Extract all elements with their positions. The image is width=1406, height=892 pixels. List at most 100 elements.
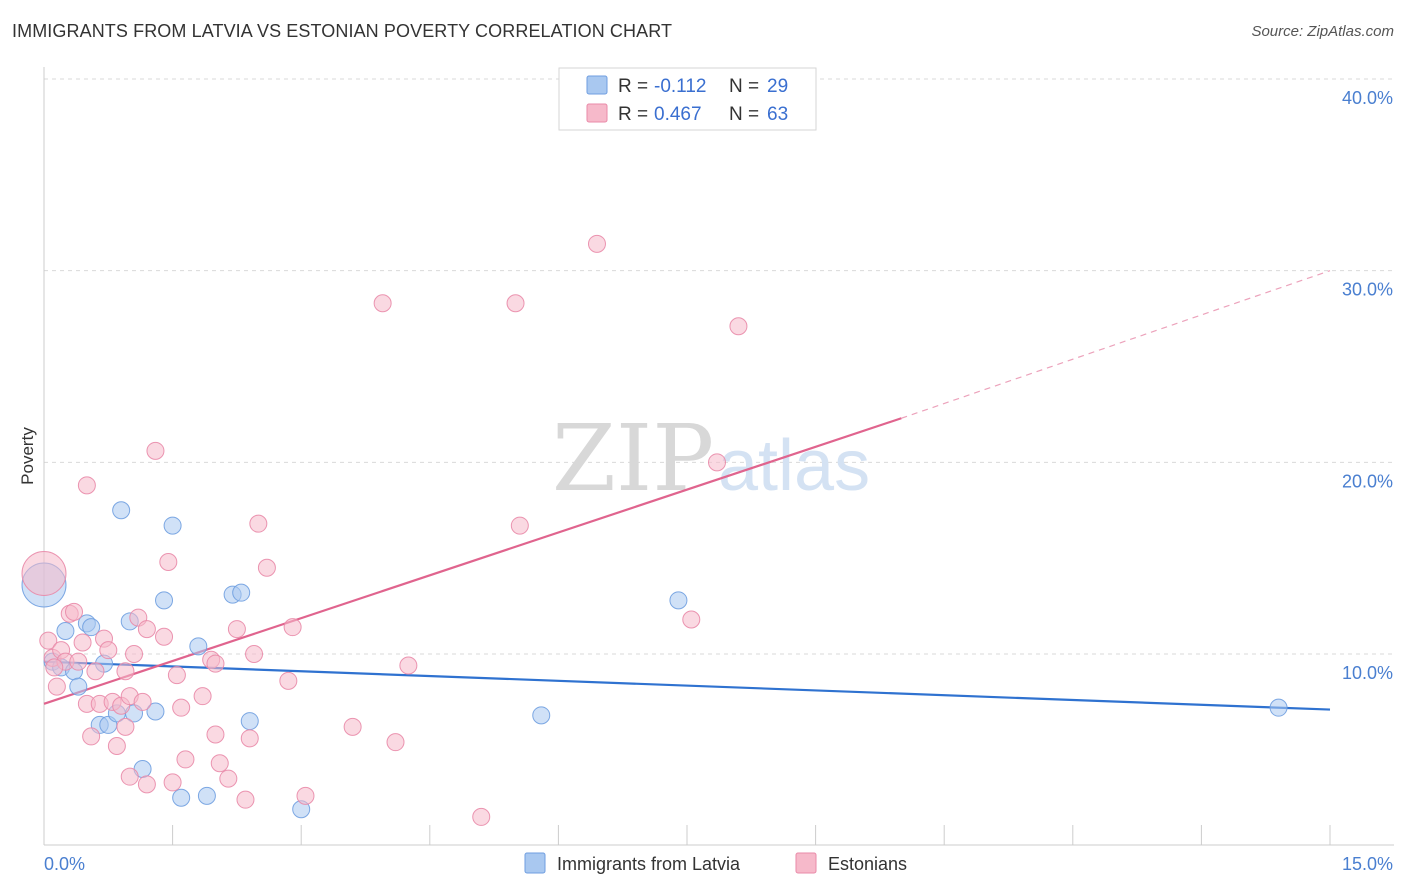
point-estonia-18 <box>107 737 126 755</box>
chart-title: IMMIGRANTS FROM LATVIA VS ESTONIAN POVER… <box>12 21 673 41</box>
point-estonia-35 <box>176 750 195 769</box>
point-estonia-26 <box>133 692 152 711</box>
trend-lines <box>43 270 1331 711</box>
point-estonia-39 <box>206 725 225 744</box>
point-estonia-24 <box>125 645 144 663</box>
watermark: ZIP atlas <box>552 405 870 512</box>
point-latvia-24 <box>240 712 259 731</box>
point-estonia-0 <box>21 551 67 596</box>
y-tick-label-2: 30.0% <box>1342 280 1393 300</box>
point-estonia-55 <box>472 807 491 826</box>
bottom-legend-label-estonia: Estonians <box>828 854 907 874</box>
point-latvia-17 <box>155 591 174 610</box>
point-estonia-48 <box>279 671 298 690</box>
point-estonia-50 <box>296 786 315 805</box>
x-tick-label-max: 15.0% <box>1342 854 1393 874</box>
point-latvia-3 <box>56 622 75 640</box>
point-estonia-57 <box>510 516 529 535</box>
legend-n-label-estonia: N = <box>729 104 759 125</box>
point-estonia-38 <box>206 654 225 673</box>
point-estonia-16 <box>99 641 118 660</box>
point-latvia-16 <box>146 702 165 721</box>
legend-r-label-latvia: R = <box>618 76 648 97</box>
point-estonia-8 <box>69 652 88 671</box>
bottom-legend-swatch-estonia <box>795 852 817 874</box>
point-estonia-45 <box>245 645 264 663</box>
point-estonia-44 <box>240 729 259 748</box>
x-tick-label-min: 0.0% <box>44 854 85 874</box>
y-tick-label-0: 10.0% <box>1342 663 1393 683</box>
point-estonia-30 <box>155 627 174 646</box>
legend-r-label-estonia: R = <box>618 104 648 125</box>
point-estonia-62 <box>45 658 64 677</box>
point-estonia-34 <box>172 698 191 717</box>
point-estonia-41 <box>219 769 238 788</box>
point-estonia-53 <box>386 733 405 752</box>
bottom-legend-label-latvia: Immigrants from Latvia <box>557 854 741 874</box>
point-latvia-20 <box>189 637 208 656</box>
watermark-atlas: atlas <box>718 426 870 506</box>
point-estonia-7 <box>65 602 84 621</box>
legend-r-value-estonia: 0.467 <box>654 104 702 125</box>
point-estonia-43 <box>236 790 255 809</box>
point-latvia-26 <box>532 706 551 725</box>
point-estonia-28 <box>137 620 156 639</box>
point-estonia-51 <box>343 717 362 736</box>
legend-swatch-latvia <box>586 75 608 95</box>
point-estonia-59 <box>682 610 701 629</box>
point-estonia-52 <box>373 294 392 313</box>
point-estonia-58 <box>587 234 606 253</box>
legend-n-value-latvia: 29 <box>767 76 788 97</box>
trend-line-estonia <box>43 417 902 705</box>
point-latvia-12 <box>112 501 131 520</box>
bottom-legend-swatch-latvia <box>524 852 546 874</box>
trend-line-latvia <box>43 660 1331 711</box>
point-estonia-23 <box>120 767 139 786</box>
point-estonia-27 <box>137 775 156 794</box>
point-latvia-28 <box>1269 698 1288 717</box>
point-estonia-13 <box>86 662 105 681</box>
legend-r-value-latvia: -0.112 <box>654 76 706 97</box>
point-estonia-20 <box>116 662 135 681</box>
point-estonia-46 <box>249 514 268 533</box>
point-latvia-27 <box>669 591 688 610</box>
point-estonia-12 <box>82 727 101 746</box>
y-tick-label-1: 20.0% <box>1342 471 1393 491</box>
point-latvia-5 <box>69 677 88 696</box>
point-estonia-47 <box>257 558 276 577</box>
point-estonia-33 <box>167 666 186 685</box>
legend-n-label-latvia: N = <box>729 76 759 97</box>
source-credit: Source: ZipAtlas.com <box>1251 23 1394 40</box>
point-estonia-11 <box>77 476 96 495</box>
point-estonia-3 <box>47 677 66 696</box>
point-estonia-31 <box>159 553 178 571</box>
legend-n-value-estonia: 63 <box>767 104 788 125</box>
y-tick-label-3: 40.0% <box>1342 88 1393 108</box>
point-latvia-19 <box>172 788 191 807</box>
point-estonia-56 <box>506 294 525 313</box>
axes <box>43 67 1394 846</box>
y-tick-labels: 10.0% 20.0% 30.0% 40.0% <box>1342 88 1393 683</box>
point-estonia-1 <box>39 631 58 650</box>
legend-swatch-estonia <box>586 103 608 123</box>
gridlines <box>44 78 1394 655</box>
point-estonia-49 <box>283 618 302 637</box>
legend: R = -0.112 N = 29 R = 0.467 N = 63 <box>558 67 817 131</box>
watermark-zip: ZIP <box>552 405 714 512</box>
point-estonia-36 <box>193 687 212 706</box>
point-estonia-29 <box>146 441 165 460</box>
point-estonia-21 <box>116 717 135 736</box>
point-latvia-21 <box>197 786 216 805</box>
point-estonia-54 <box>399 656 418 675</box>
point-estonia-40 <box>210 754 229 773</box>
point-estonia-60 <box>708 453 727 472</box>
data-points <box>21 234 1288 826</box>
bottom-legend: Immigrants from Latvia Estonians <box>524 852 907 874</box>
point-estonia-42 <box>227 620 246 639</box>
y-axis-label: Poverty <box>18 427 37 485</box>
point-estonia-32 <box>163 773 182 792</box>
point-estonia-9 <box>73 633 92 652</box>
trend-line-extension-estonia <box>901 270 1331 419</box>
point-latvia-23 <box>232 583 251 602</box>
